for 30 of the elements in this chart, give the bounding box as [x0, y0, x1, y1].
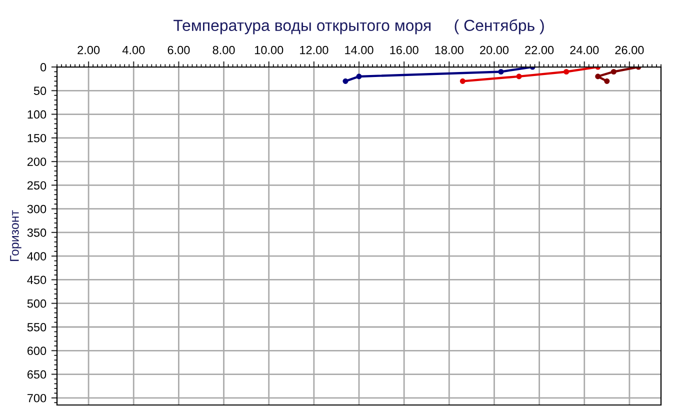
x-tick-label: 24.00: [570, 46, 599, 54]
x-tick-label: 20.00: [480, 46, 509, 54]
x-tick-label: 2.00: [78, 46, 100, 54]
y-tick-label: 50: [34, 86, 46, 96]
x-tick-label: 6.00: [168, 46, 190, 54]
x-tick-label: 16.00: [390, 46, 418, 54]
y-tick-label: 600: [27, 346, 46, 356]
y-tick-label: 550: [27, 323, 46, 332]
y-tick-label: 350: [27, 228, 46, 237]
x-tick-label: 14.00: [345, 46, 374, 54]
x-tick-label: 8.00: [212, 46, 235, 54]
y-tick-label: 0: [40, 63, 46, 72]
y-axis-title: Горизонт: [10, 210, 22, 261]
y-tick-label: 150: [28, 134, 46, 142]
y-tick-label: 450: [27, 276, 46, 284]
y-tick-label: 700: [27, 394, 46, 402]
y-tick-label: 650: [27, 370, 46, 379]
y-tick-label: 500: [27, 299, 46, 308]
y-tick-label: 400: [27, 252, 46, 260]
x-tick-label: 22.00: [525, 46, 554, 54]
x-tick-label: 4.00: [122, 46, 145, 54]
x-tick-label: 26.00: [615, 46, 644, 54]
chart-title: Температура воды открытого моря ( Сентябрь ): [174, 19, 544, 34]
y-tick-label: 100: [28, 110, 46, 119]
x-tick-label: 18.00: [435, 46, 464, 54]
y-tick-label: 200: [27, 158, 46, 166]
y-tick-label: 300: [27, 204, 46, 214]
y-tick-label: 250: [27, 181, 46, 190]
x-tick-label: 10.00: [254, 46, 284, 54]
x-tick-label: 12.00: [300, 46, 328, 54]
